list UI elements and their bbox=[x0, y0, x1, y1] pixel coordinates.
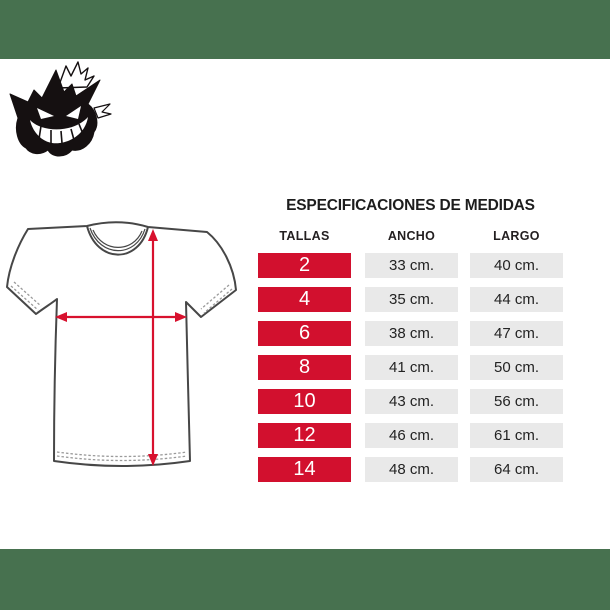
table-row: 10 43 cm. 56 cm. bbox=[258, 389, 563, 414]
column-header-ancho: ANCHO bbox=[387, 229, 436, 243]
column-header-largo: LARGO bbox=[493, 229, 540, 243]
width-cell: 38 cm. bbox=[365, 321, 458, 346]
tshirt-outline bbox=[6, 221, 237, 467]
size-cell: 10 bbox=[258, 389, 351, 414]
stitching bbox=[10, 281, 233, 462]
length-cell: 44 cm. bbox=[470, 287, 563, 312]
table-row: 4 35 cm. 44 cm. bbox=[258, 287, 563, 312]
table-row: 14 48 cm. 64 cm. bbox=[258, 457, 563, 482]
width-arrow-icon bbox=[55, 312, 187, 322]
size-cell: 8 bbox=[258, 355, 351, 380]
collar bbox=[86, 225, 149, 256]
tshirt-measurement-diagram bbox=[6, 221, 237, 467]
length-cell: 40 cm. bbox=[470, 253, 563, 278]
table-header-row: TALLAS ANCHO LARGO bbox=[258, 229, 563, 243]
size-cell: 14 bbox=[258, 457, 351, 482]
width-cell: 41 cm. bbox=[365, 355, 458, 380]
size-cell: 4 bbox=[258, 287, 351, 312]
width-cell: 48 cm. bbox=[365, 457, 458, 482]
width-cell: 35 cm. bbox=[365, 287, 458, 312]
top-green-band bbox=[0, 0, 610, 59]
length-cell: 56 cm. bbox=[470, 389, 563, 414]
table-row: 8 41 cm. 50 cm. bbox=[258, 355, 563, 380]
size-cell: 6 bbox=[258, 321, 351, 346]
size-cell: 12 bbox=[258, 423, 351, 448]
spec-table-title: ESPECIFICACIONES DE MEDIDAS bbox=[286, 197, 535, 214]
length-cell: 64 cm. bbox=[470, 457, 563, 482]
bottom-green-band bbox=[0, 549, 610, 610]
column-header-tallas: TALLAS bbox=[279, 229, 330, 243]
table-row: 6 38 cm. 47 cm. bbox=[258, 321, 563, 346]
size-spec-table: TALLAS ANCHO LARGO 2 33 cm. 40 cm. 4 35 … bbox=[258, 229, 563, 491]
table-row: 12 46 cm. 61 cm. bbox=[258, 423, 563, 448]
height-arrow-icon bbox=[148, 229, 158, 466]
length-cell: 47 cm. bbox=[470, 321, 563, 346]
width-cell: 43 cm. bbox=[365, 389, 458, 414]
table-row: 2 33 cm. 40 cm. bbox=[258, 253, 563, 278]
width-cell: 33 cm. bbox=[365, 253, 458, 278]
width-cell: 46 cm. bbox=[365, 423, 458, 448]
length-cell: 50 cm. bbox=[470, 355, 563, 380]
length-cell: 61 cm. bbox=[470, 423, 563, 448]
size-cell: 2 bbox=[258, 253, 351, 278]
gengar-logo-icon bbox=[9, 61, 112, 157]
